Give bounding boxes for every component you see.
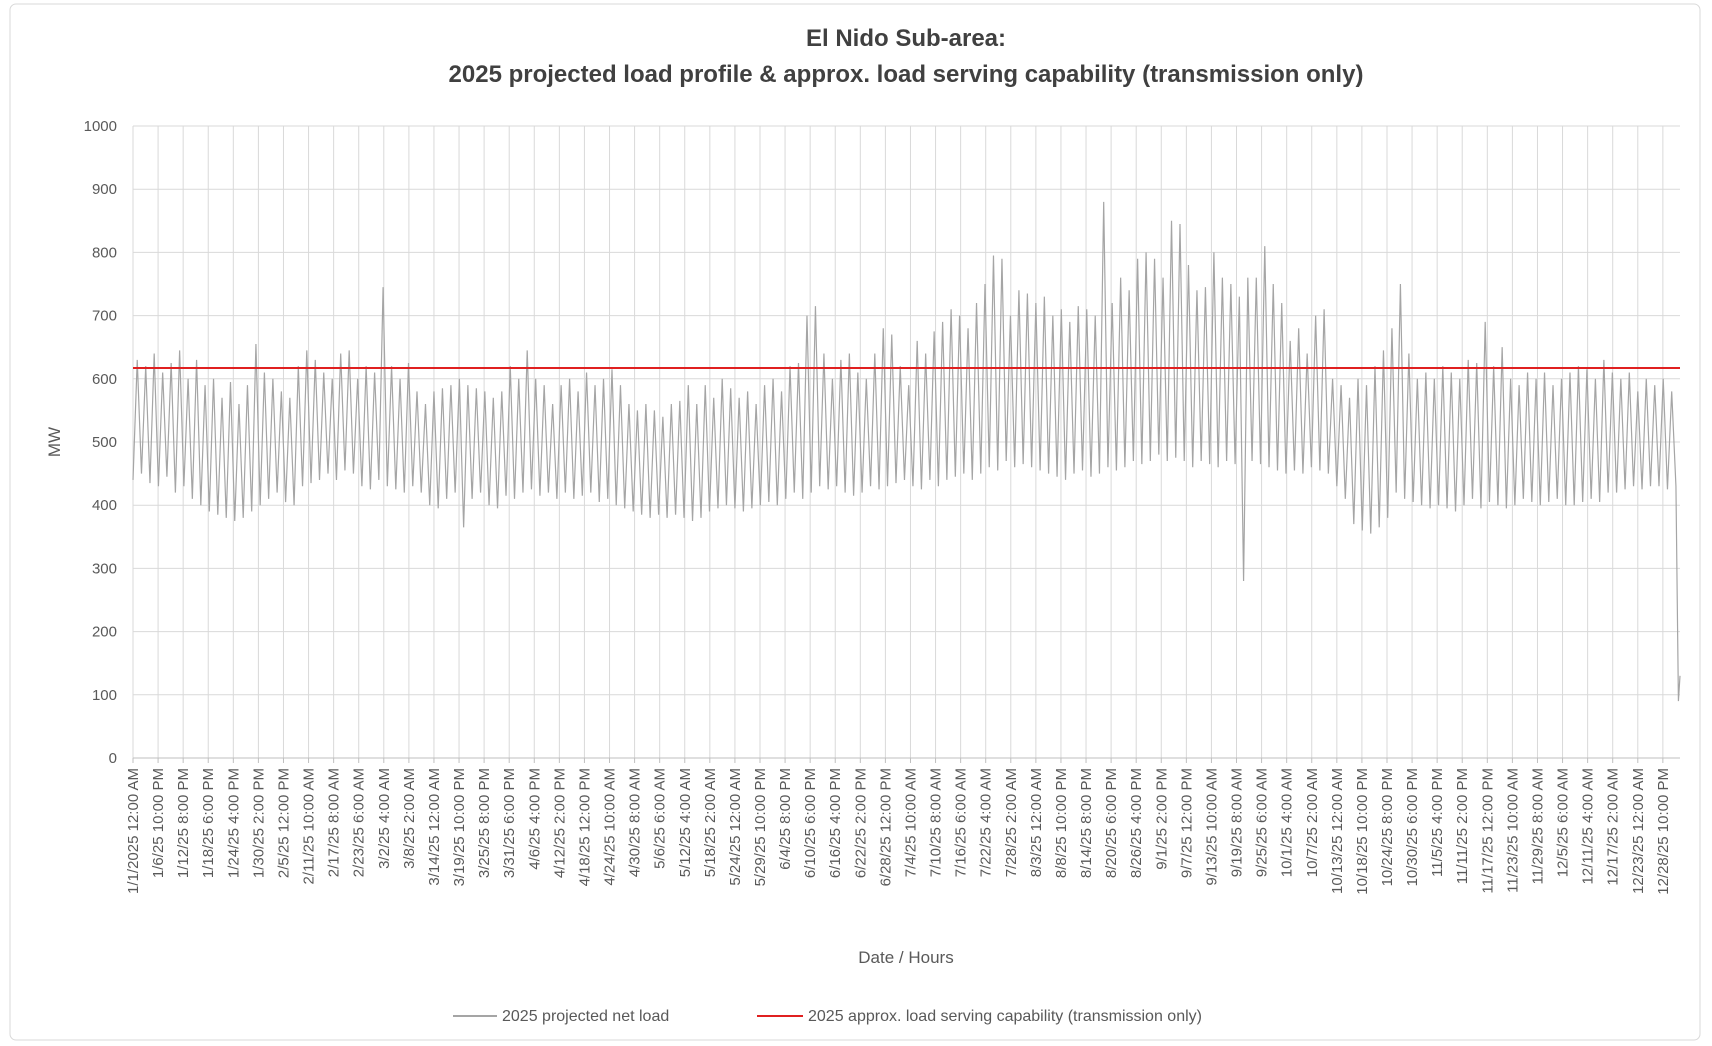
x-tick-label: 9/13/25 10:00 AM	[1203, 768, 1220, 886]
x-tick-label: 3/25/25 8:00 PM	[476, 768, 493, 878]
y-tick-label: 600	[92, 371, 117, 388]
x-axis-label: Date / Hours	[858, 948, 953, 967]
x-tick-label: 5/24/25 12:00 AM	[727, 768, 744, 886]
x-tick-label: 11/17/25 12:00 PM	[1479, 768, 1496, 894]
x-tick-label: 3/14/25 12:00 AM	[426, 768, 443, 886]
x-tick-label: 7/28/25 2:00 AM	[1003, 768, 1020, 877]
x-tick-label: 5/12/25 4:00 AM	[677, 768, 694, 877]
x-tick-label: 2/11/25 10:00 AM	[301, 768, 318, 884]
x-tick-label: 10/7/25 2:00 AM	[1304, 768, 1321, 877]
chart-border	[9, 3, 1701, 1041]
x-tick-label: 1/18/25 6:00 PM	[200, 768, 217, 878]
y-tick-label: 1000	[84, 118, 117, 135]
x-tick-label: 7/4/25 10:00 AM	[902, 768, 919, 877]
x-tick-label: 1/12/25 8:00 PM	[175, 768, 192, 878]
x-tick-label: 3/31/25 6:00 PM	[501, 768, 518, 878]
x-tick-label: 3/8/25 2:00 AM	[401, 768, 418, 869]
x-tick-label: 11/29/25 8:00 AM	[1529, 768, 1546, 884]
y-tick-label: 500	[92, 434, 117, 451]
x-tick-label: 4/6/25 4:00 PM	[526, 768, 543, 870]
x-tick-label: 6/28/25 12:00 PM	[877, 768, 894, 886]
x-tick-label: 6/22/25 2:00 PM	[852, 768, 869, 878]
x-tick-label: 8/8/25 10:00 PM	[1053, 768, 1070, 878]
plot-area	[132, 201, 1681, 702]
x-tick-label: 6/4/25 8:00 PM	[777, 768, 794, 870]
y-tick-label: 100	[92, 687, 117, 704]
x-tick-label: 12/28/25 10:00 PM	[1655, 768, 1672, 895]
x-tick-label: 9/7/25 12:00 PM	[1178, 768, 1195, 878]
x-tick-label: 8/14/25 8:00 PM	[1078, 768, 1095, 878]
x-tick-label: 12/23/25 12:00 AM	[1630, 768, 1647, 894]
y-tick-label: 400	[92, 497, 117, 514]
x-tick-label: 4/30/25 8:00 AM	[627, 768, 644, 877]
x-tick-label: 1/6/25 10:00 PM	[150, 768, 167, 878]
x-tick-label: 10/18/25 10:00 PM	[1354, 768, 1371, 895]
x-tick-label: 3/19/25 10:00 PM	[451, 768, 468, 886]
y-tick-label: 800	[92, 244, 117, 261]
x-tick-label: 8/26/25 4:00 PM	[1128, 768, 1145, 878]
x-tick-label: 2/23/25 6:00 AM	[351, 768, 368, 877]
x-tick-label: 11/11/25 2:00 PM	[1454, 768, 1471, 884]
y-tick-label: 700	[92, 308, 117, 325]
x-tick-label: 8/3/25 12:00 AM	[1028, 768, 1045, 877]
y-tick-label: 300	[92, 560, 117, 577]
x-tick-label: 11/23/25 10:00 AM	[1504, 768, 1521, 893]
series-line	[132, 201, 1681, 702]
x-tick-label: 7/16/25 6:00 AM	[953, 768, 970, 877]
x-tick-label: 2/17/25 8:00 AM	[326, 768, 343, 877]
x-tick-label: 10/30/25 6:00 PM	[1404, 768, 1421, 886]
y-tick-label: 900	[92, 181, 117, 198]
x-tick-label: 4/24/25 10:00 AM	[602, 768, 619, 886]
x-tick-label: 9/25/25 6:00 AM	[1254, 768, 1271, 877]
x-tick-label: 9/19/25 8:00 AM	[1229, 768, 1246, 877]
x-tick-label: 10/13/25 12:00 AM	[1329, 768, 1346, 894]
y-tick-label: 0	[109, 750, 117, 767]
x-tick-label: 12/5/25 6:00 AM	[1555, 768, 1572, 877]
x-tick-label: 8/20/25 6:00 PM	[1103, 768, 1120, 878]
x-tick-label: 6/16/25 4:00 PM	[827, 768, 844, 878]
x-tick-label: 6/10/25 6:00 PM	[802, 768, 819, 878]
x-tick-label: 3/2/25 4:00 AM	[376, 768, 393, 869]
x-tick-label: 10/1/25 4:00 AM	[1279, 768, 1296, 877]
legend-label: 2025 approx. load serving capability (tr…	[808, 1008, 1202, 1025]
y-axis-label: MW	[45, 427, 64, 457]
x-tick-label: 5/6/25 6:00 AM	[652, 768, 669, 869]
x-tick-label: 1/1/2025 12:00 AM	[125, 768, 142, 894]
chart-title: El Nido Sub-area:	[806, 25, 1006, 52]
y-tick-label: 200	[92, 624, 117, 641]
x-tick-label: 1/24/25 4:00 PM	[225, 768, 242, 878]
chart-title: 2025 projected load profile & approx. lo…	[449, 61, 1364, 88]
x-tick-label: 5/29/25 10:00 PM	[752, 768, 769, 886]
x-tick-label: 12/17/25 2:00 AM	[1605, 768, 1622, 886]
x-tick-label: 10/24/25 8:00 PM	[1379, 768, 1396, 886]
x-tick-label: 9/1/25 2:00 PM	[1153, 768, 1170, 870]
x-tick-label: 11/5/25 4:00 PM	[1429, 768, 1446, 877]
x-tick-label: 4/12/25 2:00 PM	[551, 768, 568, 878]
x-tick-label: 7/10/25 8:00 AM	[928, 768, 945, 877]
x-tick-label: 2/5/25 12:00 PM	[275, 768, 292, 878]
x-tick-label: 4/18/25 12:00 PM	[576, 768, 593, 886]
legend: 2025 projected net load 2025 approx. load…	[453, 1008, 1202, 1025]
x-tick-label: 7/22/25 4:00 AM	[978, 768, 995, 877]
legend-label: 2025 projected net load	[502, 1008, 669, 1025]
x-tick-label: 5/18/25 2:00 AM	[702, 768, 719, 877]
x-tick-label: 1/30/25 2:00 PM	[250, 768, 267, 878]
x-tick-label: 12/11/25 4:00 AM	[1580, 768, 1597, 884]
